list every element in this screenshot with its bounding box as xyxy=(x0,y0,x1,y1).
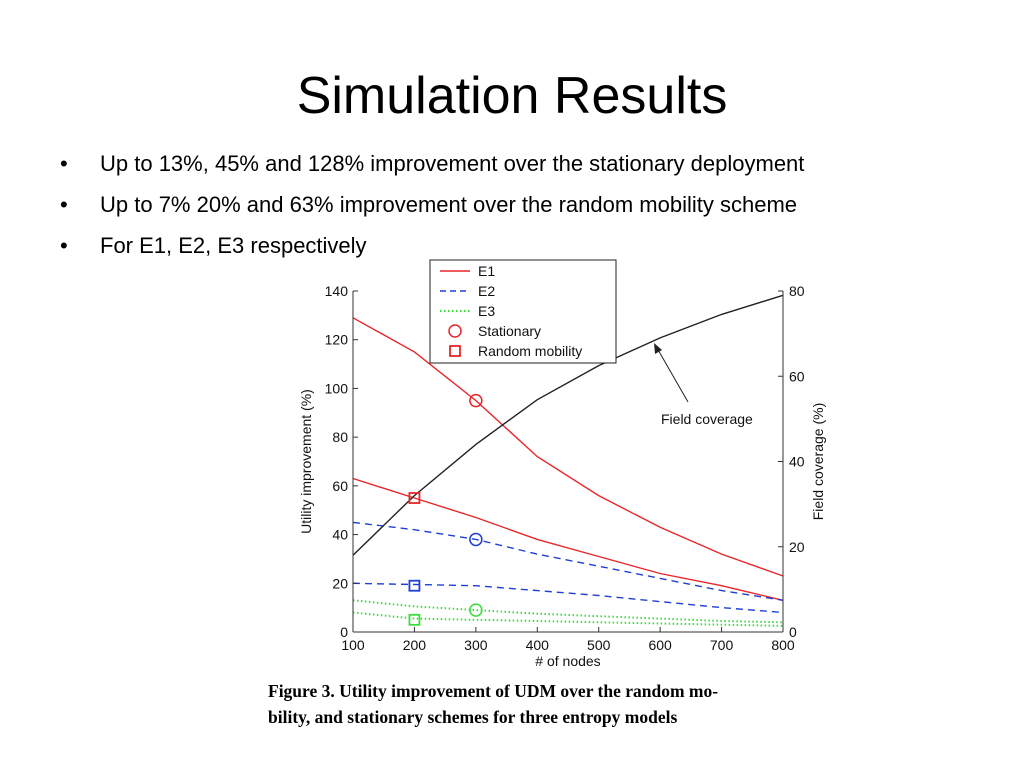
stationary-marker xyxy=(469,532,483,547)
y2-axis-label: Field coverage (%) xyxy=(810,403,826,521)
series-line-field-coverage xyxy=(352,294,784,556)
bullet-dot-icon: • xyxy=(60,192,68,217)
caption-line-2: bility, and stationary schemes for three… xyxy=(268,707,678,727)
x-axis-label: # of nodes xyxy=(535,653,600,669)
legend-label: E2 xyxy=(478,283,495,299)
random-mobility-marker xyxy=(408,579,421,592)
figure-caption: Figure 3. Utility improvement of UDM ove… xyxy=(268,678,868,730)
y-tick-label: 120 xyxy=(325,332,349,348)
y2-tick-label: 80 xyxy=(789,283,805,299)
bullet-dot-icon: • xyxy=(60,151,68,176)
slide-title: Simulation Results xyxy=(296,67,728,125)
annotation-arrowhead xyxy=(654,343,662,354)
x-tick-label: 400 xyxy=(526,637,550,653)
legend-box xyxy=(429,259,617,364)
random-mobility-marker xyxy=(408,492,421,504)
y-tick-label: 60 xyxy=(332,478,348,494)
field-coverage-annotation: Field coverage xyxy=(661,411,753,427)
series-line-e3-stationary xyxy=(352,599,784,624)
bullet-dot-icon: • xyxy=(60,233,68,258)
x-tick-label: 100 xyxy=(341,637,365,653)
y-tick-label: 40 xyxy=(332,527,348,543)
y-tick-label: 100 xyxy=(325,380,349,396)
legend-label: E3 xyxy=(478,303,495,319)
x-tick-label: 600 xyxy=(648,637,672,653)
bullet-item: • Up to 7% 20% and 63% improvement over t… xyxy=(60,191,804,232)
x-tick-label: 500 xyxy=(587,637,611,653)
series-line-e2-stationary xyxy=(352,521,784,601)
stationary-marker xyxy=(469,603,483,617)
y-tick-label: 20 xyxy=(332,575,348,591)
bullet-text: Up to 7% 20% and 63% improvement over th… xyxy=(100,192,798,217)
bullet-text: Up to 13%, 45% and 128% improvement over… xyxy=(100,151,805,176)
series-line-e2-random xyxy=(352,582,784,614)
x-tick-label: 300 xyxy=(464,637,488,653)
random-mobility-marker xyxy=(408,613,421,626)
bullet-text: For E1, E2, E3 respectively xyxy=(100,233,367,258)
y-tick-label: 140 xyxy=(325,283,349,299)
y-tick-label: 80 xyxy=(332,429,348,445)
x-tick-label: 800 xyxy=(771,637,795,653)
series-line-e1-stationary xyxy=(352,317,784,577)
y2-tick-label: 20 xyxy=(789,539,805,555)
bullet-item: • Up to 13%, 45% and 128% improvement ove… xyxy=(60,150,804,191)
y2-tick-label: 40 xyxy=(789,454,805,470)
x-tick-label: 700 xyxy=(710,637,734,653)
legend-label: Stationary xyxy=(478,323,541,339)
bullet-item: • For E1, E2, E3 respectively xyxy=(60,232,804,273)
annotation-arrow-line xyxy=(656,347,689,403)
legend-circle-icon xyxy=(448,324,462,338)
legend-square-icon xyxy=(449,345,461,357)
legend-label: Random mobility xyxy=(478,343,582,359)
stationary-marker xyxy=(469,393,483,408)
series-line-e1-random xyxy=(352,477,784,601)
caption-line-1: Figure 3. Utility improvement of UDM ove… xyxy=(268,681,719,701)
y2-tick-label: 60 xyxy=(789,368,805,384)
y2-tick-label: 0 xyxy=(789,624,797,640)
x-tick-label: 200 xyxy=(403,637,427,653)
bullet-list: • Up to 13%, 45% and 128% improvement ove… xyxy=(60,150,804,273)
y-tick-label: 0 xyxy=(340,624,348,640)
y-axis-label: Utility improvement (%) xyxy=(298,389,314,534)
series-line-e3-random xyxy=(352,611,784,627)
